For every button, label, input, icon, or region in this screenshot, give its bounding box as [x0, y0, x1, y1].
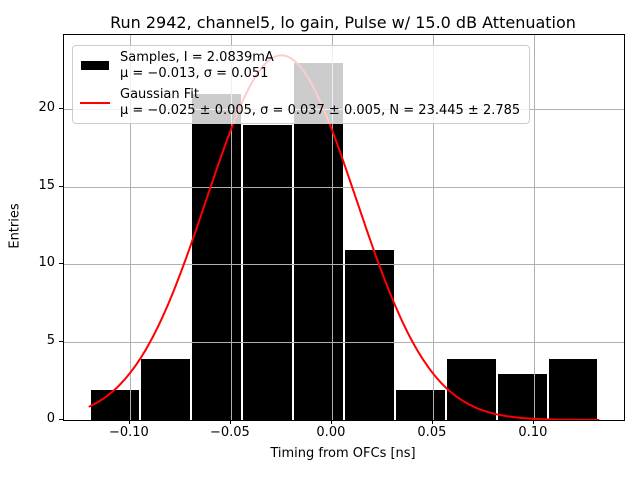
gaussian-fit-swatch: [80, 101, 110, 104]
y-tick-label: 15: [38, 177, 55, 193]
x-tick-mark: [532, 420, 534, 424]
gridline-horizontal: [64, 264, 624, 266]
legend-samples-line1: Samples, I = 2.0839mA: [120, 50, 274, 65]
x-tick-label: 0.10: [518, 425, 548, 440]
red-line-swatch-icon: [80, 101, 110, 104]
gridline-vertical: [533, 35, 535, 420]
y-tick-label: 20: [38, 99, 55, 115]
legend-entry-samples: Samples, I = 2.0839mA μ = −0.013, σ = 0.…: [80, 50, 520, 81]
legend: Samples, I = 2.0839mA μ = −0.013, σ = 0.…: [72, 45, 531, 124]
x-tick-label: −0.10: [108, 425, 149, 440]
y-tick-label: 0: [46, 411, 55, 426]
histogram-bar: [89, 388, 141, 420]
y-tick-label: 10: [38, 255, 55, 271]
histogram-bar: [344, 248, 395, 420]
legend-samples-line2: μ = −0.013, σ = 0.051: [120, 65, 269, 81]
plot-area: Samples, I = 2.0839mA μ = −0.013, σ = 0.…: [63, 34, 625, 421]
histogram-bar: [140, 357, 192, 420]
legend-samples-text: Samples, I = 2.0839mA μ = −0.013, σ = 0.…: [120, 50, 274, 81]
x-tick-mark: [330, 420, 332, 424]
histogram-bar: [445, 357, 497, 420]
x-tick-label: −0.05: [209, 425, 250, 440]
gridline-horizontal: [64, 342, 624, 344]
histogram-bar: [394, 388, 446, 420]
histogram-bar: [547, 357, 599, 420]
y-axis-label: Entries: [7, 203, 23, 249]
legend-fit-text: Gaussian Fit μ = −0.025 ± 0.005, σ = 0.0…: [120, 87, 520, 118]
x-tick-mark: [229, 420, 231, 424]
x-tick-label: 0.05: [417, 425, 447, 440]
gridline-horizontal: [64, 186, 624, 188]
legend-fit-line2: μ = −0.025 ± 0.005, σ = 0.037 ± 0.005, N…: [120, 102, 521, 118]
legend-entry-gaussian-fit: Gaussian Fit μ = −0.025 ± 0.005, σ = 0.0…: [80, 87, 520, 118]
legend-fit-line1: Gaussian Fit: [120, 87, 200, 102]
x-tick-mark: [128, 420, 130, 424]
y-tick-mark: [59, 263, 63, 265]
samples-swatch: [80, 61, 110, 70]
black-bar-swatch-icon: [81, 61, 109, 70]
y-tick-mark: [59, 419, 63, 420]
x-axis-label: Timing from OFCs [ns]: [270, 446, 416, 461]
chart-title: Run 2942, channel5, lo gain, Pulse w/ 15…: [110, 13, 576, 32]
y-tick-label: 5: [46, 333, 55, 349]
x-tick-mark: [431, 420, 433, 424]
histogram-bar: [242, 124, 294, 420]
y-tick-mark: [59, 107, 63, 109]
histogram-bar: [496, 373, 548, 420]
y-tick-mark: [59, 341, 63, 343]
x-tick-label: 0.00: [316, 425, 346, 440]
histogram-bar: [191, 93, 243, 420]
y-tick-mark: [59, 185, 63, 187]
